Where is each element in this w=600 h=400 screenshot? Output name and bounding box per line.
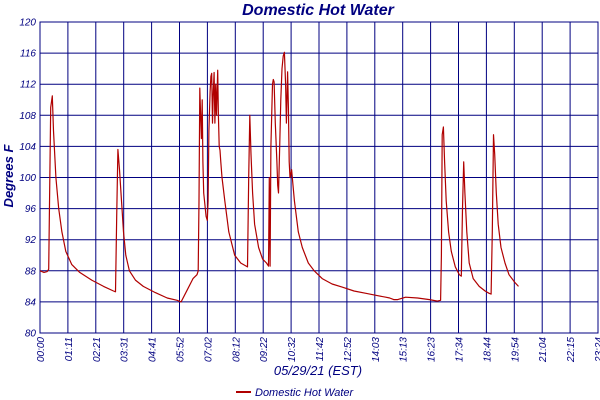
y-tick-label: 120 <box>19 18 36 29</box>
x-tick-label: 03:31 <box>120 337 131 362</box>
x-tick-labels: 00:00 01:11 02:21 03:31 04:41 05:52 07:02 08:12… <box>36 337 600 363</box>
x-tick-label: 01:11 <box>64 337 75 361</box>
x-tick-label: 12:52 <box>343 337 354 362</box>
y-tick-labels: 80 84 88 92 96 100 104 108 112 116 120 <box>19 18 36 340</box>
x-tick-label: 02:21 <box>92 337 103 362</box>
legend: Domestic Hot Water <box>236 387 355 399</box>
x-tick-label: 10:32 <box>287 337 298 362</box>
x-tick-label: 21:04 <box>538 337 549 363</box>
x-tick-label: 23:24 <box>594 337 600 363</box>
y-tick-label: 88 <box>25 266 37 277</box>
x-tick-label: 11:42 <box>315 337 326 362</box>
series-line-domestic-hot-water <box>39 51 519 303</box>
x-tick-label: 07:02 <box>203 337 214 362</box>
x-tick-label: 22:15 <box>566 337 577 363</box>
plot-area-frame <box>39 21 599 334</box>
x-tick-label: 05:52 <box>176 337 187 362</box>
y-tick-label: 108 <box>19 111 36 122</box>
y-tick-label: 96 <box>25 204 37 215</box>
x-tick-label: 08:12 <box>231 337 242 362</box>
x-tick-label: 18:44 <box>482 337 493 362</box>
y-tick-label: 104 <box>19 142 36 153</box>
x-tick-label: 09:22 <box>259 337 270 362</box>
y-tick-label: 92 <box>25 235 37 246</box>
x-tick-label: 16:23 <box>427 337 438 362</box>
y-tick-label: 116 <box>20 49 36 60</box>
grid <box>39 21 599 334</box>
y-tick-label: 112 <box>20 80 36 91</box>
y-tick-label: 84 <box>25 297 37 308</box>
x-tick-label: 15:13 <box>399 337 410 362</box>
x-tick-label: 14:03 <box>371 337 382 362</box>
legend-label: Domestic Hot Water <box>255 387 355 399</box>
x-tick-label: 17:34 <box>455 337 466 362</box>
x-axis-label: 05/29/21 (EST) <box>274 363 362 378</box>
x-tick-label: 19:54 <box>510 337 521 362</box>
y-tick-label: 100 <box>19 173 36 184</box>
x-tick-label: 00:00 <box>36 337 47 362</box>
x-tick-label: 04:41 <box>148 337 159 362</box>
y-axis-label: Degrees F <box>1 144 16 208</box>
chart-title: Domestic Hot Water <box>242 2 395 19</box>
y-tick-label: 80 <box>25 329 37 340</box>
